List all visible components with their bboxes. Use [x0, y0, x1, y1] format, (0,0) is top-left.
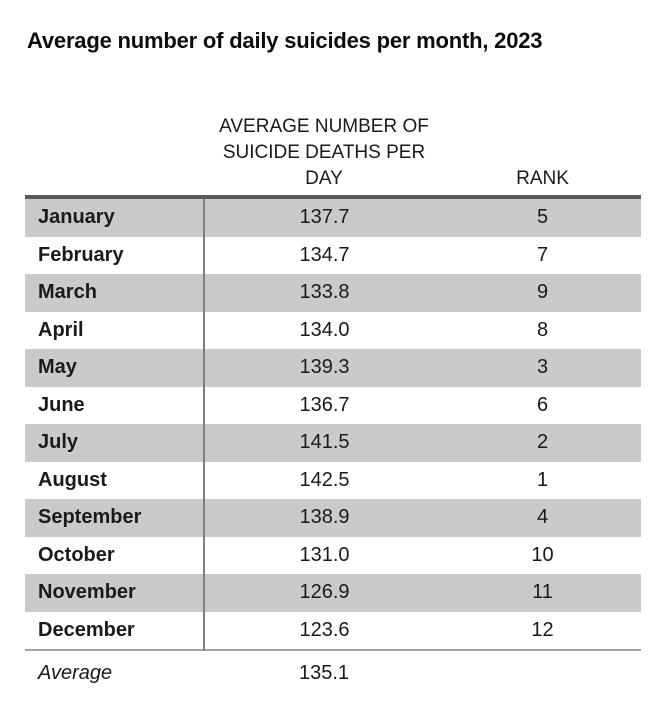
header-row: AVERAGE NUMBER OF SUICIDE DEATHS PER DAY… [25, 112, 641, 199]
month-cell: February [25, 236, 205, 274]
table-row-november: November 126.9 11 [25, 574, 641, 612]
value-cell: 134.7 [299, 243, 350, 266]
value-cell: 126.9 [299, 581, 350, 604]
rank-cell: 8 [536, 318, 549, 341]
table-row-september: September 138.9 4 [25, 499, 641, 537]
rank-cell: 10 [531, 543, 554, 566]
value-cell: 123.6 [299, 618, 350, 641]
value-cell: 137.7 [299, 206, 350, 229]
table-row-june: June 136.7 6 [25, 386, 641, 424]
table-row-october: October 131.0 10 [25, 536, 641, 574]
average-row: Average 135.1 [25, 649, 641, 695]
rank-cell: 5 [536, 206, 549, 229]
month-cell: October [25, 536, 205, 574]
value-cell: 141.5 [299, 431, 350, 454]
rank-cell: 2 [536, 431, 549, 454]
average-label: Average [25, 649, 204, 695]
table-header: AVERAGE NUMBER OF SUICIDE DEATHS PER DAY… [25, 112, 641, 199]
month-cell: September [25, 499, 205, 537]
table-row-february: February 134.7 7 [25, 236, 641, 274]
rank-cell: 9 [536, 281, 549, 304]
rank-cell: 4 [536, 506, 549, 529]
rank-column-header: RANK [444, 112, 641, 199]
average-rank-empty [444, 649, 641, 695]
month-column-header [25, 112, 204, 199]
rank-cell: 7 [536, 243, 549, 266]
rank-cell: 11 [532, 581, 553, 604]
data-table: AVERAGE NUMBER OF SUICIDE DEATHS PER DAY… [25, 112, 641, 695]
value-cell: 133.8 [299, 281, 350, 304]
value-cell: 136.7 [299, 393, 350, 416]
page: { "title": "Average number of daily suic… [0, 28, 666, 728]
rank-cell: 1 [536, 468, 549, 491]
table-row-april: April 134.0 8 [25, 311, 641, 349]
month-cell: April [25, 311, 205, 349]
value-cell: 131.0 [299, 543, 350, 566]
table-row-july: July 141.5 2 [25, 424, 641, 462]
table-row-january: January 137.7 5 [25, 197, 641, 237]
month-cell: July [25, 424, 205, 462]
average-value: 135.1 [204, 649, 444, 695]
month-cell: November [25, 574, 205, 612]
table-body: January 137.7 5 February 134.7 7 March 1… [25, 197, 641, 650]
table-row-may: May 139.3 3 [25, 349, 641, 387]
table-row-december: December 123.6 12 [25, 611, 641, 650]
value-column-header: AVERAGE NUMBER OF SUICIDE DEATHS PER DAY [204, 112, 444, 199]
rank-cell: 3 [536, 356, 549, 379]
value-cell: 142.5 [299, 468, 350, 491]
value-cell: 138.9 [299, 506, 350, 529]
value-cell: 134.0 [299, 318, 350, 341]
month-cell: May [25, 349, 205, 387]
month-cell: June [25, 386, 205, 424]
figure-title: Average number of daily suicides per mon… [27, 28, 543, 53]
table-row-march: March 133.8 9 [25, 274, 641, 312]
month-cell: December [25, 611, 205, 650]
month-cell: January [25, 197, 205, 237]
table-footer: Average 135.1 [25, 649, 641, 695]
value-cell: 139.3 [299, 356, 350, 379]
rank-cell: 12 [531, 618, 554, 641]
month-cell: August [25, 461, 205, 499]
rank-cell: 6 [536, 393, 549, 416]
month-cell: March [25, 274, 205, 312]
table-row-august: August 142.5 1 [25, 461, 641, 499]
